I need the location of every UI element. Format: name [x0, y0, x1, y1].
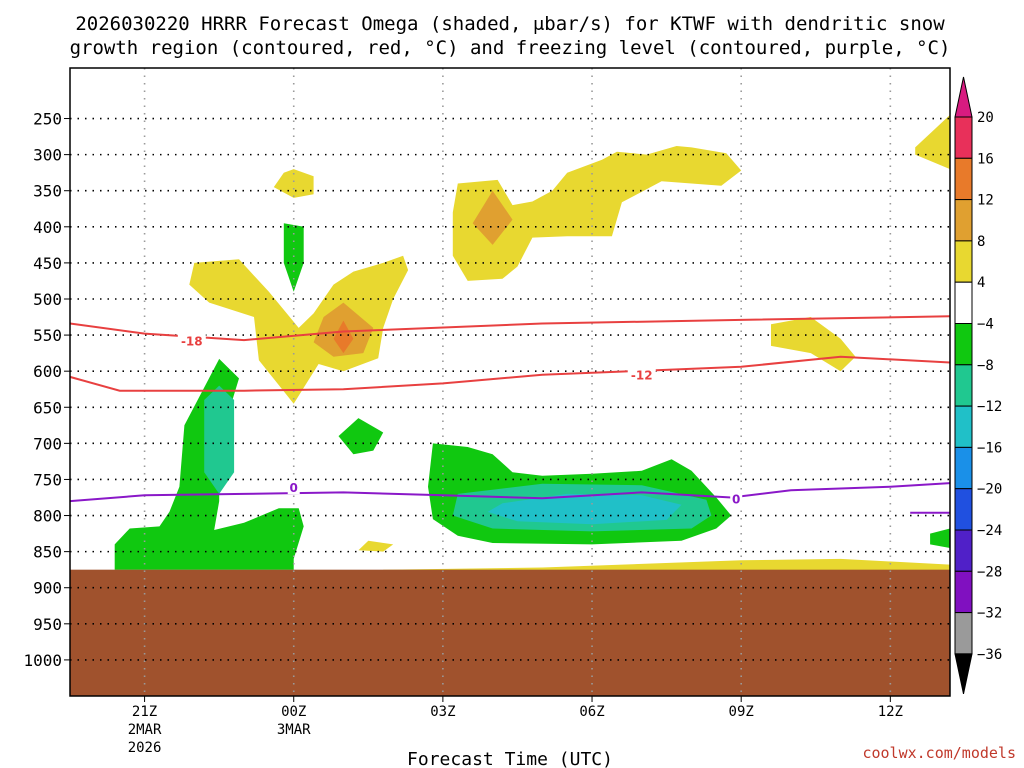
contour-label-bg-2 — [287, 480, 300, 495]
contour-labels: -18 -12 0 0 — [177, 333, 743, 507]
colorbar: 20 16 12 8 4 −4 −8 −12 −16 −20 −24 −28 −32 −36 — [954, 76, 1002, 695]
colorbar-label-11: −28 — [977, 564, 1002, 580]
contour-label-bg-3 — [730, 491, 743, 506]
y-tick-label-400: 400 — [33, 218, 62, 237]
colorbar-box-0 — [954, 116, 973, 159]
terrain-layer — [70, 569, 950, 696]
y-tick-label-250: 250 — [33, 110, 62, 129]
y-tick-label-700: 700 — [33, 434, 62, 453]
omega-region-9 — [383, 558, 950, 572]
x-tick-label-09Z: 09Z — [729, 704, 754, 720]
colorbar-label-5: −4 — [977, 317, 994, 333]
colorbar-label-0: 20 — [977, 110, 994, 126]
y-tick-label-600: 600 — [33, 362, 62, 381]
y-tick-label-750: 750 — [33, 470, 62, 489]
omega-region-14 — [930, 528, 950, 548]
colorbar-box-9 — [954, 488, 973, 531]
x-axis-label: Forecast Time (UTC) — [407, 749, 613, 768]
omega-shaded-regions — [114, 114, 950, 572]
omega-region-5 — [333, 320, 354, 354]
contour-label-0: -18 — [181, 335, 203, 349]
omega-region-17 — [487, 493, 682, 525]
colorbar-label-10: −24 — [977, 523, 1002, 539]
colorbar-label-7: −12 — [977, 399, 1002, 415]
colorbar-label-8: −16 — [977, 440, 1002, 456]
x-tick-label-12Z: 12Z — [878, 704, 903, 720]
contour-label-bg-1 — [627, 367, 656, 382]
colorbar-box-8 — [954, 446, 973, 490]
colorbar-label-12: −32 — [977, 606, 1002, 622]
colorbar-box-5 — [954, 323, 973, 366]
x-tick-label-21Z: 21Z — [132, 704, 157, 720]
y-tick-label-850: 850 — [33, 543, 62, 562]
chart-title-line-1: 2026030220 HRRR Forecast Omega (shaded, … — [75, 13, 945, 35]
y-tick-label-300: 300 — [33, 146, 62, 165]
omega-region-8 — [358, 540, 394, 552]
x-tick-label-21Z-sub2: 2026 — [128, 740, 162, 756]
y-tick-label-650: 650 — [33, 398, 62, 417]
colorbar-box-10 — [954, 529, 973, 572]
colorbar-label-4: 4 — [977, 275, 985, 291]
colorbar-box-4 — [954, 281, 973, 325]
y-tick-label-450: 450 — [33, 254, 62, 273]
colorbar-box-11 — [954, 570, 973, 614]
colorbar-box-7 — [954, 405, 973, 448]
chart-title-line-2: growth region (contoured, red, °C) and f… — [70, 37, 951, 59]
colorbar-box-6 — [954, 364, 973, 407]
y-tick-label-900: 900 — [33, 579, 62, 598]
omega-region-15 — [204, 385, 235, 494]
colorbar-box-12 — [954, 612, 973, 655]
y-axis-ticks: 250 300 350 400 450 500 550 600 650 700 750 800 850 9… — [23, 110, 70, 670]
colorbar-box-1 — [954, 157, 973, 201]
omega-region-3 — [472, 190, 513, 245]
contour-line-0 — [70, 315, 950, 342]
omega-region-6 — [915, 114, 950, 170]
y-tick-label-500: 500 — [33, 290, 62, 309]
omega-region-2 — [452, 146, 742, 281]
omega-region-11 — [338, 418, 384, 455]
credit-text: coolwx.com/models — [862, 744, 1016, 762]
contour-label-3: 0 — [732, 493, 740, 507]
colorbar-box-2 — [954, 199, 973, 242]
x-tick-label-00Z: 00Z — [281, 704, 306, 720]
terrain-fill — [70, 569, 950, 696]
colorbar-box-3 — [954, 240, 973, 283]
colorbar-label-9: −20 — [977, 482, 1002, 498]
contour-line-1 — [70, 355, 950, 392]
y-tick-label-550: 550 — [33, 326, 62, 345]
plot-frame — [69, 67, 951, 697]
contour-label-bg-0 — [177, 333, 206, 348]
colorbar-label-1: 16 — [977, 151, 994, 167]
omega-region-10 — [283, 223, 304, 292]
colorbar-top-arrow — [954, 76, 973, 118]
colorbar-label-13: −36 — [977, 647, 1002, 663]
x-tick-label-03Z: 03Z — [430, 704, 455, 720]
colorbar-label-3: 8 — [977, 234, 985, 250]
x-tick-label-06Z: 06Z — [579, 704, 604, 720]
y-tick-label-350: 350 — [33, 182, 62, 201]
x-axis-ticks: 21Z 2MAR 2026 00Z 3MAR 03Z 06Z 09Z 12Z — [128, 696, 903, 756]
colorbar-label-2: 12 — [977, 193, 994, 209]
contour-label-1: -12 — [631, 369, 653, 383]
y-tick-label-800: 800 — [33, 507, 62, 526]
x-tick-label-21Z-sub1: 2MAR — [128, 722, 162, 738]
contour-line-2 — [70, 482, 950, 503]
colorbar-bottom-arrow — [954, 653, 973, 695]
omega-region-1 — [189, 255, 409, 404]
y-tick-label-950: 950 — [33, 615, 62, 634]
contour-lines — [70, 315, 950, 514]
colorbar-label-6: −8 — [977, 358, 994, 374]
x-tick-label-00Z-sub1: 3MAR — [277, 722, 311, 738]
y-tick-label-1000: 1000 — [23, 651, 62, 670]
contour-label-2: 0 — [290, 481, 298, 495]
